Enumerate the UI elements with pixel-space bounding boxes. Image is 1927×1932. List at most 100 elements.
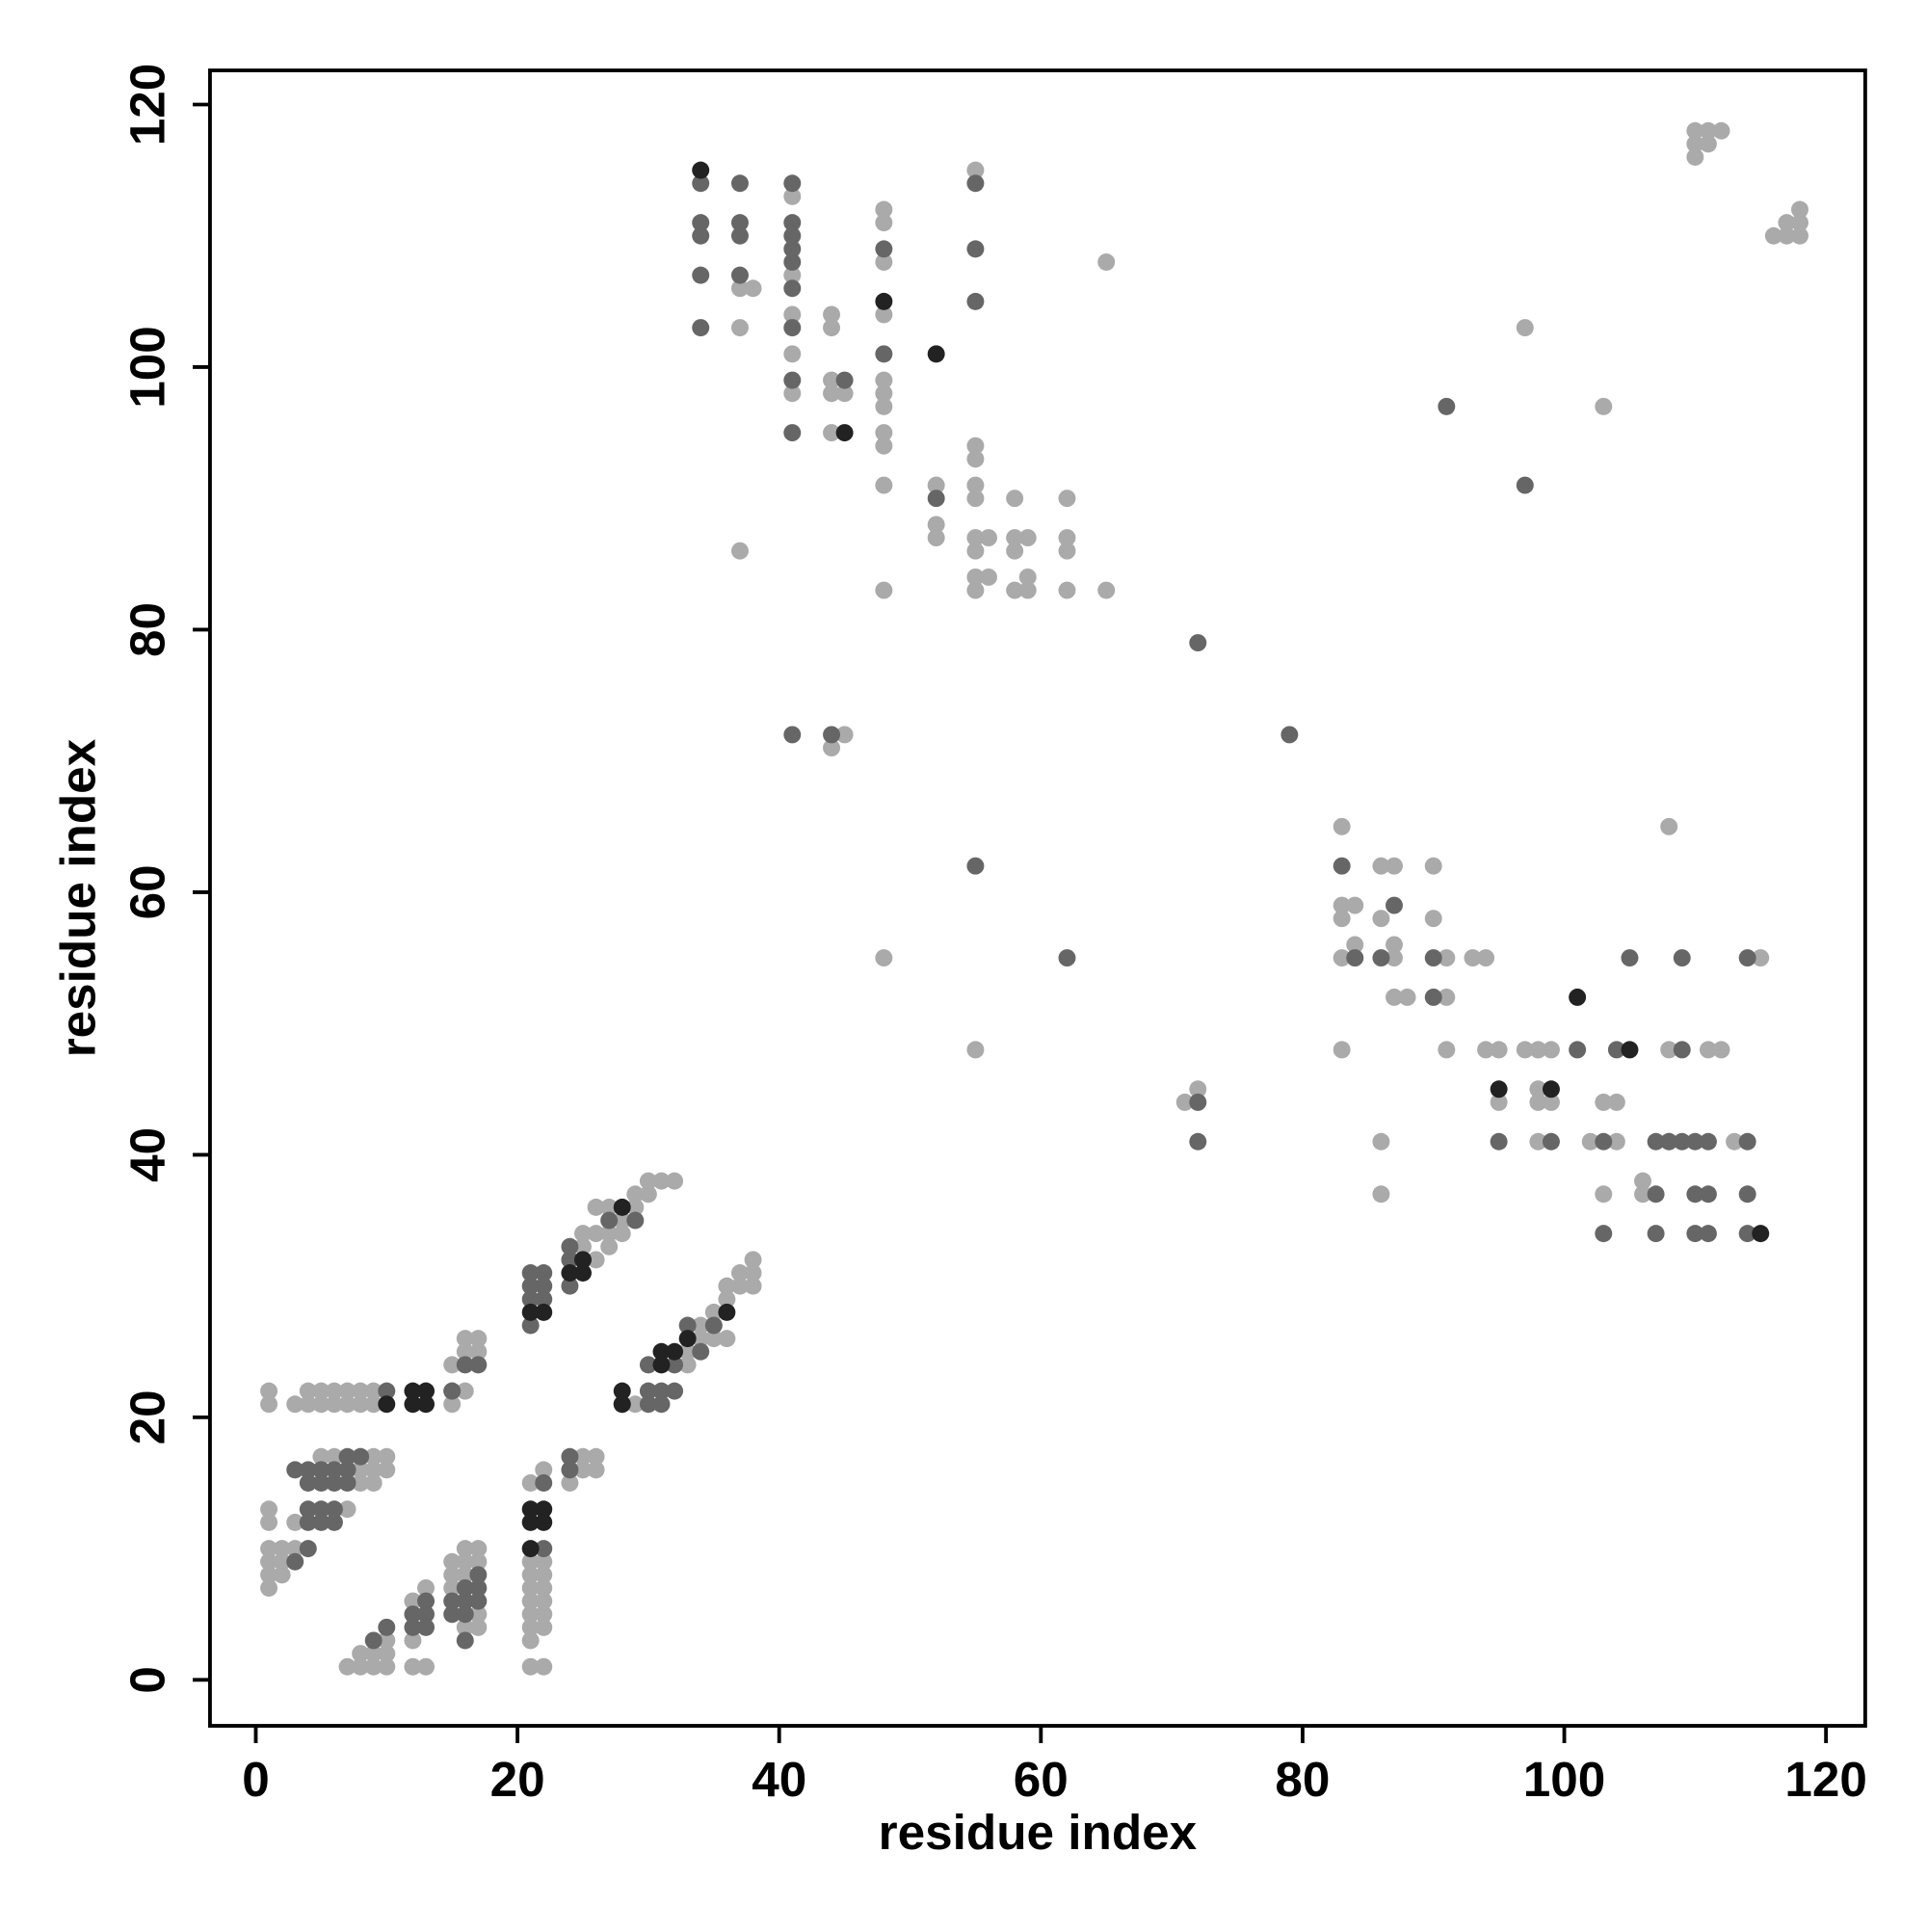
point bbox=[783, 174, 802, 193]
point bbox=[1424, 949, 1442, 967]
point bbox=[378, 1461, 396, 1479]
y-tick-label: 80 bbox=[120, 602, 175, 657]
point bbox=[823, 371, 841, 389]
point bbox=[574, 1225, 592, 1243]
point bbox=[626, 1395, 645, 1414]
point bbox=[469, 1330, 488, 1348]
point bbox=[1464, 949, 1482, 967]
point bbox=[783, 424, 802, 442]
point bbox=[456, 1382, 474, 1400]
point bbox=[600, 1225, 619, 1243]
point bbox=[744, 1277, 762, 1295]
point bbox=[652, 1342, 671, 1361]
x-tick-label: 80 bbox=[1275, 1752, 1330, 1807]
point bbox=[574, 1264, 592, 1282]
point bbox=[456, 1540, 474, 1558]
point bbox=[286, 1395, 304, 1414]
point bbox=[1542, 1041, 1560, 1059]
point bbox=[364, 1461, 383, 1479]
point bbox=[1006, 529, 1024, 547]
point bbox=[587, 1251, 605, 1269]
point bbox=[1542, 1132, 1560, 1151]
point bbox=[1189, 1132, 1207, 1151]
point bbox=[325, 1395, 343, 1414]
point bbox=[312, 1474, 330, 1492]
point bbox=[299, 1500, 317, 1519]
point bbox=[364, 1657, 383, 1676]
point bbox=[469, 1356, 488, 1374]
point bbox=[561, 1461, 579, 1479]
point bbox=[730, 319, 749, 337]
point bbox=[1595, 1132, 1613, 1151]
point bbox=[1791, 226, 1808, 245]
point bbox=[1516, 476, 1534, 494]
point bbox=[561, 1237, 579, 1256]
point bbox=[535, 1264, 553, 1282]
point bbox=[521, 1264, 540, 1282]
point bbox=[966, 857, 985, 875]
point bbox=[404, 1657, 422, 1676]
point bbox=[1372, 910, 1390, 928]
point bbox=[535, 1579, 553, 1597]
point bbox=[1581, 1132, 1599, 1151]
point bbox=[678, 1342, 697, 1361]
plot-frame bbox=[208, 68, 1867, 1728]
point bbox=[574, 1237, 592, 1256]
point bbox=[692, 174, 710, 193]
point bbox=[417, 1592, 436, 1610]
point bbox=[417, 1579, 436, 1597]
point bbox=[535, 1566, 553, 1584]
point bbox=[312, 1500, 330, 1519]
point bbox=[312, 1461, 330, 1479]
point bbox=[1529, 1093, 1547, 1111]
point bbox=[1752, 949, 1770, 967]
point bbox=[352, 1645, 370, 1663]
point bbox=[1189, 1080, 1207, 1098]
point bbox=[600, 1211, 619, 1230]
y-tick-label: 60 bbox=[120, 864, 175, 919]
point bbox=[823, 305, 841, 324]
point bbox=[1058, 529, 1076, 547]
point bbox=[875, 476, 893, 494]
point bbox=[1477, 949, 1495, 967]
point bbox=[875, 253, 893, 271]
point bbox=[1490, 1132, 1508, 1151]
point bbox=[286, 1461, 304, 1479]
point bbox=[600, 1198, 619, 1216]
point bbox=[1333, 949, 1351, 967]
point bbox=[325, 1500, 343, 1519]
point bbox=[260, 1513, 278, 1531]
point bbox=[1660, 1132, 1678, 1151]
point bbox=[443, 1552, 462, 1571]
point bbox=[456, 1330, 474, 1348]
point bbox=[521, 1579, 540, 1597]
point bbox=[443, 1592, 462, 1610]
point bbox=[730, 266, 749, 284]
point bbox=[1686, 121, 1704, 140]
point bbox=[704, 1316, 723, 1335]
point bbox=[587, 1198, 605, 1216]
point bbox=[299, 1382, 317, 1400]
point bbox=[364, 1447, 383, 1466]
point bbox=[783, 345, 802, 363]
point bbox=[1791, 214, 1808, 232]
point bbox=[1280, 726, 1299, 744]
point bbox=[352, 1447, 370, 1466]
x-tick-label: 60 bbox=[1014, 1752, 1069, 1807]
point bbox=[378, 1382, 396, 1400]
point bbox=[535, 1277, 553, 1295]
point bbox=[456, 1342, 474, 1361]
point bbox=[1529, 1080, 1547, 1098]
point bbox=[1647, 1132, 1665, 1151]
point bbox=[692, 1316, 710, 1335]
point bbox=[404, 1631, 422, 1650]
y-tick-label: 100 bbox=[120, 326, 175, 409]
point bbox=[1595, 397, 1613, 415]
point bbox=[1372, 1132, 1390, 1151]
point bbox=[456, 1592, 474, 1610]
point bbox=[875, 292, 893, 310]
point bbox=[535, 1552, 553, 1571]
point bbox=[312, 1395, 330, 1414]
point bbox=[574, 1461, 592, 1479]
point bbox=[338, 1382, 356, 1400]
